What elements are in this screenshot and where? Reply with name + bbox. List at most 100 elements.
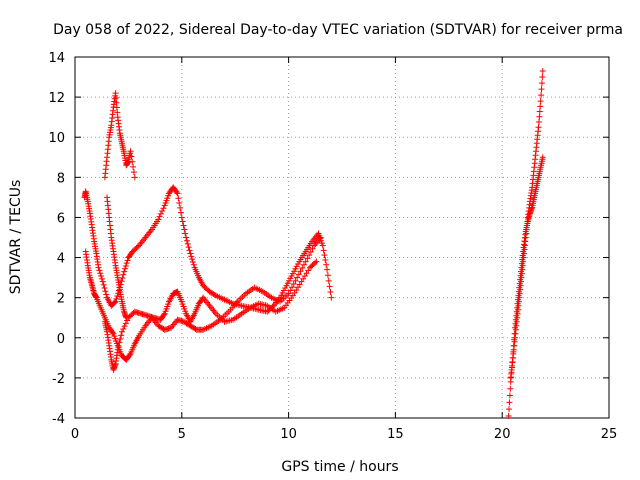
data-point: [324, 272, 331, 279]
data-point: [185, 244, 192, 251]
data-point: [121, 323, 128, 330]
data-point: [295, 271, 302, 278]
data-point: [538, 86, 545, 93]
data-point: [322, 256, 329, 263]
x-tick-label: 20: [494, 427, 511, 442]
data-point: [320, 247, 327, 254]
data-point: [328, 294, 335, 301]
data-point: [317, 234, 324, 241]
data-point: [292, 277, 299, 284]
data-point: [112, 298, 119, 305]
data-point: [98, 275, 105, 282]
series-track-d: [101, 90, 138, 181]
data-point: [101, 285, 108, 292]
data-point: [324, 266, 331, 273]
axis-ticks: 0 5 10 15 20 25 -4 -2 0 2 4 6 8 10 12 14: [48, 51, 617, 442]
data-point: [511, 330, 518, 337]
data-point: [103, 291, 110, 298]
y-tick-label: 12: [48, 91, 65, 106]
data-point: [121, 265, 128, 272]
data-point: [123, 314, 130, 321]
data-point: [113, 295, 120, 302]
data-point: [121, 268, 128, 275]
data-point: [510, 342, 517, 349]
data-point: [127, 148, 134, 155]
x-tick-label: 5: [178, 427, 186, 442]
data-point: [120, 325, 127, 332]
data-point: [535, 124, 542, 131]
data-point: [174, 190, 181, 197]
data-point: [186, 247, 193, 254]
data-point: [319, 242, 326, 249]
data-point: [128, 153, 135, 160]
data-points: [81, 68, 546, 419]
data-point: [539, 74, 546, 81]
data-point: [177, 204, 184, 211]
data-point: [312, 259, 319, 266]
data-point: [97, 270, 104, 277]
data-point: [175, 195, 182, 202]
y-tick-label: 4: [57, 252, 65, 267]
data-point: [539, 68, 546, 75]
data-point: [177, 209, 184, 216]
data-point: [181, 226, 188, 233]
data-point: [507, 385, 514, 392]
data-point: [118, 278, 125, 285]
data-point: [294, 274, 301, 281]
data-point: [309, 245, 316, 252]
data-point: [287, 287, 294, 294]
y-tick-label: -2: [52, 372, 65, 387]
data-point: [109, 329, 116, 336]
data-point: [297, 268, 304, 275]
data-point: [189, 256, 196, 263]
y-tick-label: 8: [57, 171, 65, 186]
data-point: [302, 258, 309, 265]
series-track-g: [507, 154, 546, 381]
data-point: [313, 258, 320, 265]
data-point: [325, 277, 332, 284]
data-point: [123, 260, 130, 267]
y-tick-label: 0: [57, 332, 65, 347]
x-tick-label: 15: [387, 427, 404, 442]
data-point: [510, 348, 517, 355]
data-point: [100, 281, 107, 288]
data-point: [160, 205, 167, 212]
y-tick-label: 10: [48, 131, 65, 146]
data-point: [539, 154, 546, 161]
y-tick-label: 2: [57, 292, 65, 307]
data-point: [95, 264, 102, 271]
data-point: [184, 240, 191, 247]
data-point: [188, 253, 195, 260]
data-point: [326, 283, 333, 290]
data-point: [124, 317, 131, 324]
data-point: [321, 252, 328, 259]
x-tick-label: 0: [71, 427, 79, 442]
data-point: [289, 284, 296, 291]
data-point: [129, 158, 136, 165]
series-track-b: [82, 234, 324, 363]
grid: [75, 57, 609, 418]
data-point: [126, 352, 133, 359]
data-point: [183, 237, 190, 244]
data-point: [180, 222, 187, 229]
data-point: [323, 261, 330, 268]
data-point: [290, 281, 297, 288]
data-point: [99, 278, 106, 285]
data-point: [102, 288, 109, 295]
data-point: [122, 320, 129, 327]
data-point: [178, 214, 185, 221]
data-point: [118, 328, 125, 335]
data-point: [114, 293, 121, 300]
y-axis-label: SDTVAR / TECUs: [8, 180, 24, 295]
data-point: [327, 289, 334, 296]
data-point: [124, 257, 131, 264]
x-tick-label: 25: [601, 427, 618, 442]
data-point: [130, 163, 137, 170]
data-point: [122, 262, 129, 269]
data-point: [506, 399, 513, 406]
data-point: [537, 98, 544, 105]
data-point: [304, 255, 311, 262]
data-point: [114, 346, 121, 353]
data-point: [176, 200, 183, 207]
